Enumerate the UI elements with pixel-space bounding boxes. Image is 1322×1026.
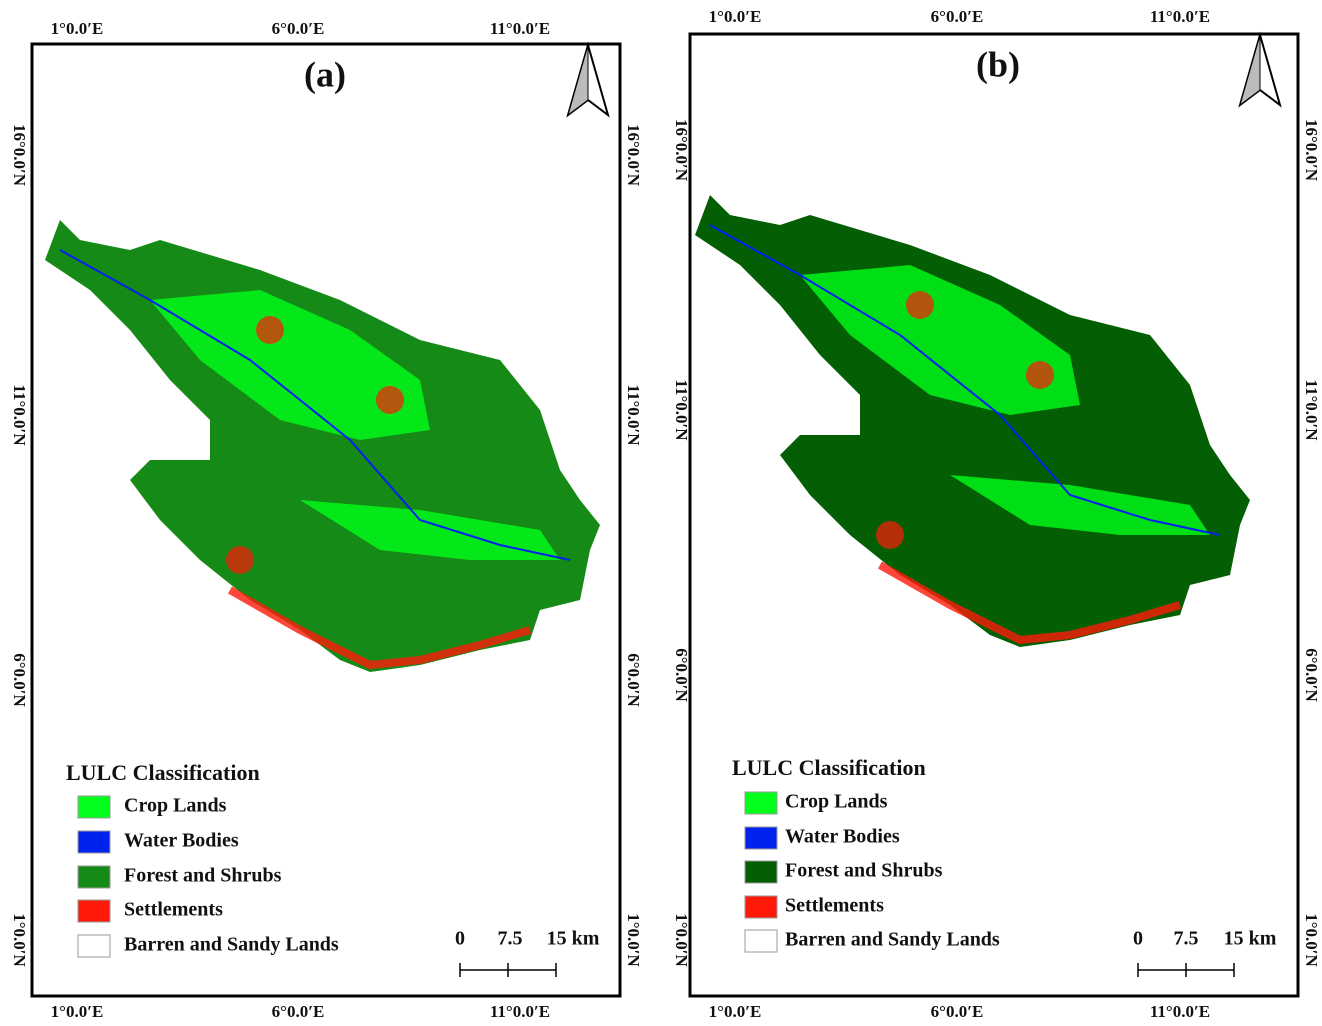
y-tick-label: 16°0.0′N [1302, 119, 1321, 182]
y-tick-label: 1°0.0′N [1302, 913, 1321, 967]
settlement-patch [1026, 361, 1054, 389]
scale-label: 15 km [1224, 928, 1277, 950]
legend-swatch [78, 831, 110, 853]
legend-label: Crop Lands [785, 791, 888, 813]
y-tick-label: 11°0.0′N [10, 384, 29, 446]
y-tick-label: 11°0.0′N [672, 379, 691, 441]
legend-label: Forest and Shrubs [785, 860, 943, 882]
y-tick-label: 6°0.0′N [624, 653, 643, 707]
legend-swatch [745, 930, 777, 952]
y-tick-label: 6°0.0′N [672, 648, 691, 702]
map-panel: (a) 1°0.0′E 1°0.0′E 6°0.0′E 6°0.0′E 11°0.0′E 1… [10, 19, 643, 1021]
x-tick-label: 6°0.0′E [272, 19, 325, 38]
x-tick-label: 1°0.0′E [709, 7, 762, 26]
x-tick-label: 11°0.0′E [1150, 7, 1210, 26]
map-panel: (b) 1°0.0′E 1°0.0′E 6°0.0′E 6°0.0′E 11°0.0′E 1… [672, 7, 1321, 1021]
scale-label: 7.5 [498, 928, 523, 950]
figure: (a) 1°0.0′E 1°0.0′E 6°0.0′E 6°0.0′E 11°0.0′E 1… [0, 0, 1322, 1026]
x-tick-label: 6°0.0′E [931, 1002, 984, 1021]
x-tick-label: 1°0.0′E [51, 1002, 104, 1021]
legend-label: Water Bodies [124, 830, 239, 852]
legend-label: Settlements [785, 895, 884, 917]
legend-swatch [78, 796, 110, 818]
legend-label: Barren and Sandy Lands [785, 929, 1000, 951]
settlement-patch [876, 521, 904, 549]
x-tick-label: 6°0.0′E [931, 7, 984, 26]
legend-label: Settlements [124, 899, 223, 921]
y-tick-label: 16°0.0′N [624, 124, 643, 187]
x-tick-label: 11°0.0′E [1150, 1002, 1210, 1021]
y-tick-label: 6°0.0′N [1302, 648, 1321, 702]
scale-label: 7.5 [1174, 928, 1199, 950]
y-tick-label: 6°0.0′N [10, 653, 29, 707]
y-tick-label: 11°0.0′N [624, 384, 643, 446]
x-tick-label: 1°0.0′E [709, 1002, 762, 1021]
legend-swatch [745, 792, 777, 814]
x-tick-label: 6°0.0′E [272, 1002, 325, 1021]
settlement-patch [226, 546, 254, 574]
legend-label: Barren and Sandy Lands [124, 934, 339, 956]
legend-swatch [78, 900, 110, 922]
y-tick-label: 1°0.0′N [10, 913, 29, 967]
x-tick-label: 11°0.0′E [490, 1002, 550, 1021]
settlement-patch [376, 386, 404, 414]
panel-label: (a) [304, 54, 346, 94]
y-tick-label: 16°0.0′N [672, 119, 691, 182]
y-tick-label: 1°0.0′N [672, 913, 691, 967]
legend-label: Water Bodies [785, 826, 900, 848]
x-tick-label: 1°0.0′E [51, 19, 104, 38]
y-tick-label: 16°0.0′N [10, 124, 29, 187]
legend-label: Forest and Shrubs [124, 865, 282, 887]
legend-swatch [745, 896, 777, 918]
settlement-patch [906, 291, 934, 319]
x-tick-label: 11°0.0′E [490, 19, 550, 38]
panel-label: (b) [976, 44, 1020, 84]
legend-swatch [78, 935, 110, 957]
scale-label: 15 km [547, 928, 600, 950]
legend-label: Crop Lands [124, 795, 227, 817]
scale-label: 0 [1133, 928, 1143, 950]
scale-label: 0 [455, 928, 465, 950]
y-tick-label: 1°0.0′N [624, 913, 643, 967]
settlement-patch [256, 316, 284, 344]
legend-swatch [745, 861, 777, 883]
legend-title: LULC Classification [732, 755, 926, 780]
legend-title: LULC Classification [66, 760, 260, 785]
legend-swatch [78, 866, 110, 888]
y-tick-label: 11°0.0′N [1302, 379, 1321, 441]
legend-swatch [745, 827, 777, 849]
